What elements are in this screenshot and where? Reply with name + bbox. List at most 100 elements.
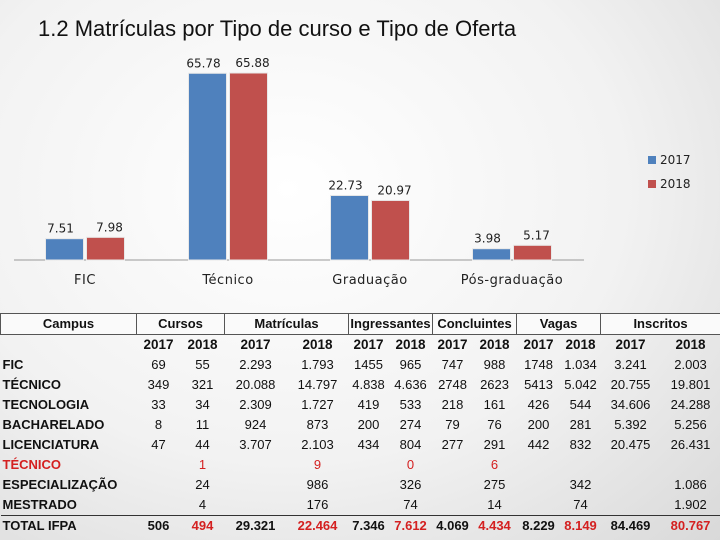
cell: 3.241 (614, 357, 647, 372)
year-header-4: 2018 (302, 337, 333, 352)
cell: 5.042 (564, 377, 597, 392)
row-label: TÉCNICO (2, 377, 62, 392)
cell: 2.003 (674, 357, 707, 372)
year-header-8: 2018 (479, 337, 510, 352)
cell: 20.475 (610, 437, 651, 452)
cell: 11 (195, 417, 210, 432)
cell: 442 (527, 437, 550, 452)
cell (601, 455, 661, 475)
cell: 29.321 (224, 515, 287, 536)
cell: 44 (195, 437, 210, 452)
cell: 277 (441, 437, 464, 452)
table-year-header-row: 2017 2018 2017 2018 2017 2018 2017 2018 2017 2018… (1, 335, 720, 356)
cell: 3.707 (239, 437, 272, 452)
year-header-3: 2017 (240, 337, 271, 352)
cell: 1.086 (674, 477, 707, 492)
row-label: ESPECIALIZAÇÃO (2, 477, 118, 492)
table-row: ESPECIALIZAÇÃO 24 986 326 275 342 1.086 (1, 475, 720, 495)
cell: 533 (399, 397, 422, 412)
cell: 434 (357, 437, 380, 452)
cell (225, 475, 287, 495)
cell (517, 455, 561, 475)
row-label: TECNOLOGIA (2, 397, 90, 412)
row-label: TOTAL IFPA (0, 515, 137, 536)
cell: 47 (151, 437, 166, 452)
cell: 218 (441, 397, 464, 412)
cell: 8.229 (516, 515, 561, 536)
year-header-5: 2017 (353, 337, 384, 352)
legend-label-2018: 2018 (660, 177, 691, 191)
cell: 349 (147, 377, 170, 392)
cell (349, 475, 389, 495)
cell: 6 (490, 457, 499, 472)
cell: 4.069 (432, 515, 473, 536)
cell: 274 (399, 417, 422, 432)
row-label: TÉCNICO (2, 457, 62, 472)
cell: 5413 (524, 377, 553, 392)
table-row: TOTAL IFPA 506 494 29.321 22.464 7.346 7.612 4.… (0, 515, 720, 536)
cell (561, 455, 601, 475)
data-label-2018-4: 5.17 (523, 228, 550, 242)
cell (349, 455, 389, 475)
cell (349, 495, 389, 516)
cell: 8 (154, 417, 163, 432)
legend-swatch-2017 (648, 156, 656, 164)
year-header-2: 2018 (187, 337, 218, 352)
data-label-2018-3: 20.97 (377, 183, 411, 197)
cell: 1.727 (301, 397, 334, 412)
data-label-2018-2: 65.88 (235, 56, 269, 70)
table-row: TÉCNICO 1 9 0 6 (1, 455, 720, 475)
bar-2017-2 (188, 72, 227, 261)
cell: 1748 (524, 357, 553, 372)
cell: 20.088 (235, 377, 276, 392)
cell: 80.767 (660, 515, 720, 536)
cell: 804 (399, 437, 422, 452)
category-label-2: Técnico (201, 273, 253, 288)
year-header-12: 2018 (675, 337, 706, 352)
cell (433, 455, 473, 475)
table-group-header-row: Campus Cursos Matrículas Ingressantes Conclu… (0, 313, 720, 335)
header-cursos: Cursos (135, 313, 226, 335)
bar-2017-4 (472, 248, 511, 261)
header-inscritos: Inscritos (600, 313, 720, 335)
year-header-7: 2017 (437, 337, 468, 352)
row-label: BACHARELADO (2, 417, 105, 432)
cell: 2623 (480, 377, 509, 392)
cell: 494 (180, 515, 225, 536)
cell: 326 (399, 477, 422, 492)
cell: 291 (483, 437, 506, 452)
data-label-2017-3: 22.73 (328, 178, 362, 192)
year-header-11: 2017 (615, 337, 646, 352)
cell: 1.034 (564, 357, 597, 372)
cell: 19.801 (670, 377, 711, 392)
category-label-3: Graduação (332, 273, 407, 288)
cell: 1455 (354, 357, 383, 372)
cell (517, 475, 561, 495)
cell: 74 (573, 497, 588, 512)
cell: 4.636 (394, 377, 427, 392)
bar-2017-1 (45, 238, 84, 261)
cell: 275 (483, 477, 506, 492)
year-header-blank (1, 335, 137, 356)
cell: 2.293 (239, 357, 272, 372)
cell (433, 495, 473, 516)
row-label: LICENCIATURA (2, 437, 100, 452)
cell (433, 475, 473, 495)
cell: 7.346 (348, 515, 389, 536)
cell (661, 455, 720, 475)
cell (137, 475, 181, 495)
cell: 84.469 (600, 515, 661, 536)
year-header-6: 2018 (395, 337, 426, 352)
cell: 200 (357, 417, 380, 432)
cell: 1 (198, 457, 207, 472)
bar-2018-1 (86, 236, 125, 261)
cell: 426 (527, 397, 550, 412)
cell: 34 (195, 397, 210, 412)
table-row: LICENCIATURA 47 44 3.707 2.103 434 804 277 291 44… (1, 435, 720, 455)
enrollment-table-container: Campus Cursos Matrículas Ingressantes Conclu… (0, 313, 720, 540)
cell: 506 (136, 515, 181, 536)
cell: 14 (487, 497, 502, 512)
data-label-2017-2: 65.78 (186, 56, 220, 70)
header-matrículas: Matrículas (224, 313, 350, 335)
cell: 79 (445, 417, 460, 432)
